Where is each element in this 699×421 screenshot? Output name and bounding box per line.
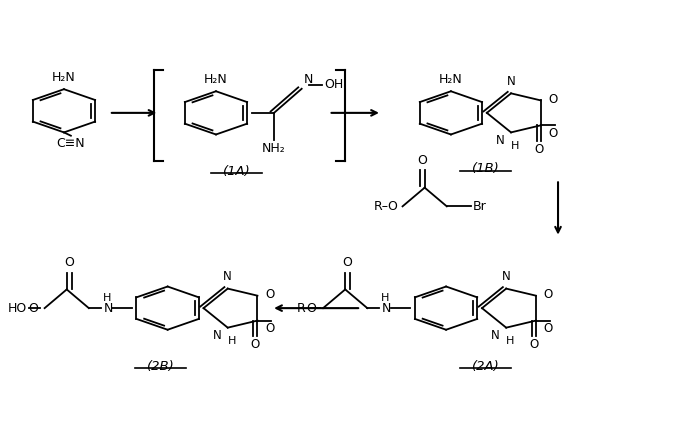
- Text: O: O: [544, 288, 553, 301]
- Text: H: H: [228, 336, 236, 346]
- Text: O: O: [548, 127, 558, 140]
- Text: N: N: [496, 133, 505, 147]
- Text: H: H: [511, 141, 519, 151]
- Text: O: O: [544, 322, 553, 335]
- Text: (2A): (2A): [472, 360, 499, 373]
- Text: N: N: [507, 75, 515, 88]
- Text: O: O: [64, 256, 73, 269]
- Text: O: O: [251, 338, 260, 352]
- Text: N: N: [502, 270, 510, 283]
- Text: (1B): (1B): [472, 163, 499, 176]
- Text: O: O: [418, 154, 428, 167]
- Text: O: O: [534, 143, 543, 156]
- Text: (2B): (2B): [147, 360, 175, 373]
- Text: O: O: [265, 288, 274, 301]
- Text: H: H: [103, 293, 111, 303]
- Text: Br: Br: [473, 200, 487, 213]
- Text: NH₂: NH₂: [262, 142, 286, 155]
- Text: N: N: [224, 270, 232, 283]
- Text: C≡N: C≡N: [57, 137, 85, 150]
- Text: H₂N: H₂N: [439, 73, 463, 86]
- Text: OH: OH: [324, 78, 343, 91]
- Text: N: N: [382, 301, 391, 314]
- Text: N: N: [491, 329, 500, 342]
- Text: R: R: [296, 301, 305, 314]
- Text: O: O: [343, 256, 352, 269]
- Text: R–O: R–O: [374, 200, 399, 213]
- Text: H₂N: H₂N: [204, 73, 228, 86]
- Text: H₂N: H₂N: [52, 71, 76, 84]
- Text: (1A): (1A): [223, 165, 250, 178]
- Text: N: N: [304, 73, 313, 86]
- Text: HO: HO: [8, 301, 27, 314]
- Text: H: H: [506, 336, 514, 346]
- Text: H: H: [381, 293, 389, 303]
- Text: O: O: [265, 322, 274, 335]
- Text: N: N: [212, 329, 222, 342]
- Text: O: O: [529, 338, 538, 352]
- Text: O: O: [28, 301, 38, 314]
- Text: O: O: [548, 93, 558, 106]
- Text: N: N: [103, 301, 113, 314]
- Text: O: O: [306, 301, 316, 314]
